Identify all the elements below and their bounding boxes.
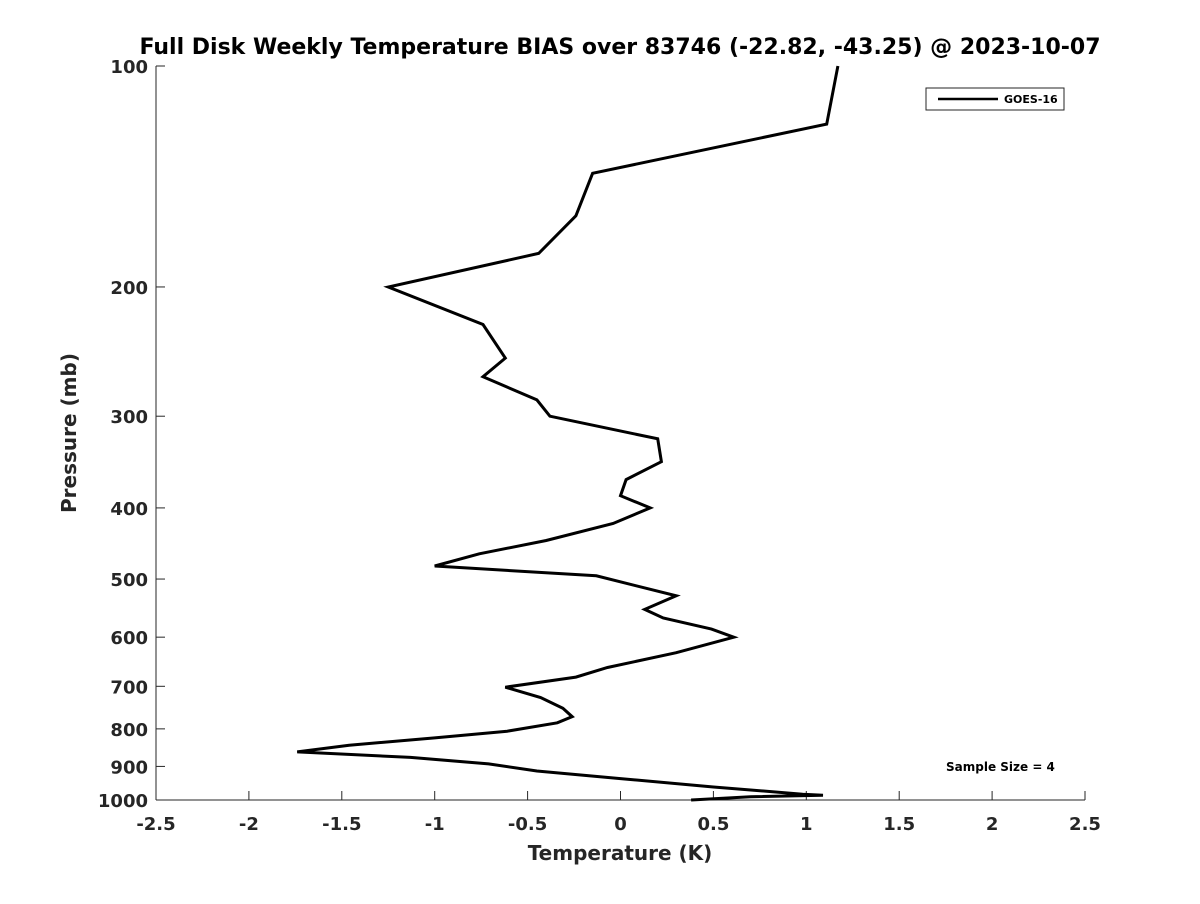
- x-tick-label: -2: [239, 814, 259, 835]
- y-tick-label: 500: [110, 570, 148, 591]
- x-tick-label: -0.5: [508, 814, 547, 835]
- legend: GOES-16: [926, 88, 1064, 110]
- y-tick-label: 900: [110, 757, 148, 778]
- x-tick-label: 0.5: [697, 814, 729, 835]
- y-axis: 100 200 300 400 500 600 700 800 900 1000: [98, 57, 165, 812]
- y-tick-label: 100: [110, 57, 148, 78]
- y-tick-label: 200: [110, 278, 148, 299]
- x-tick-label: 0: [614, 814, 627, 835]
- series-layer: [297, 66, 838, 800]
- x-tick-label: 1.5: [883, 814, 915, 835]
- sample-size-annotation: Sample Size = 4: [946, 760, 1055, 774]
- chart-title: Full Disk Weekly Temperature BIAS over 8…: [139, 35, 1100, 60]
- x-tick-label: -1: [425, 814, 445, 835]
- y-tick-label: 800: [110, 720, 148, 741]
- y-tick-label: 1000: [98, 791, 148, 812]
- y-tick-label: 300: [110, 407, 148, 428]
- x-tick-label: 2: [986, 814, 999, 835]
- x-tick-label: 2.5: [1069, 814, 1101, 835]
- x-axis-label: Temperature (K): [528, 841, 713, 865]
- legend-label-goes-16: GOES-16: [1004, 93, 1058, 106]
- series-line-goes-16: [297, 66, 838, 800]
- plot-area: [156, 66, 1085, 800]
- y-tick-label: 600: [110, 628, 148, 649]
- x-tick-label: -1.5: [322, 814, 361, 835]
- y-tick-label: 400: [110, 499, 148, 520]
- x-tick-label: -2.5: [136, 814, 175, 835]
- x-axis: -2.5 -2 -1.5 -1 -0.5 0 0.5 1 1.5 2 2.5: [136, 791, 1101, 835]
- x-tick-label: 1: [800, 814, 813, 835]
- y-axis-label: Pressure (mb): [57, 353, 81, 513]
- y-tick-label: 700: [110, 677, 148, 698]
